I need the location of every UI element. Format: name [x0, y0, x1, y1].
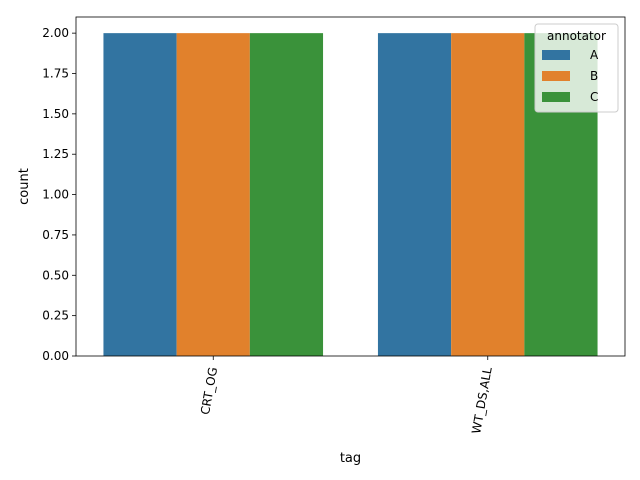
legend-label-A: A: [590, 48, 599, 62]
legend: annotator ABC: [534, 23, 619, 113]
legend-title: annotator: [547, 29, 606, 43]
plot-frame: [75, 16, 626, 357]
y-tick-label: 0.00: [42, 349, 69, 363]
x-axis-label: tag: [340, 451, 361, 466]
y-tick-label: 0.75: [42, 228, 69, 242]
y-tick-label: 0.25: [42, 309, 69, 323]
bar-B-1: [176, 33, 250, 357]
x-axis: CRT_OG WT_DS,ALL: [198, 356, 495, 435]
y-tick-label: 1.00: [42, 188, 69, 202]
y-tick-label: 1.75: [42, 67, 69, 81]
y-tick-label: 0.50: [42, 268, 69, 282]
legend-frame: [534, 23, 619, 113]
bars-layer: [103, 33, 598, 357]
legend-swatch-C: [542, 92, 570, 102]
legend-label-B: B: [590, 69, 598, 83]
legend-label-C: C: [590, 90, 598, 104]
bar-A-1: [103, 33, 177, 357]
bar-B-2: [451, 33, 525, 357]
bar-A-2: [377, 33, 452, 357]
y-tick-label: 1.50: [42, 107, 69, 121]
y-tick-label: 1.25: [42, 147, 69, 161]
bar-C-1: [249, 33, 324, 357]
x-tick-label: CRT_OG: [198, 366, 220, 416]
x-tick-label: WT_DS,ALL: [469, 366, 495, 435]
y-axis: 0.00 0.25 0.50 0.75 1.00 1.25 1.50 1.75 2.00: [42, 26, 76, 363]
legend-swatch-A: [542, 50, 570, 60]
y-tick-label: 2.00: [42, 26, 69, 40]
legend-swatch-B: [542, 71, 570, 81]
y-axis-label: count: [17, 168, 32, 205]
